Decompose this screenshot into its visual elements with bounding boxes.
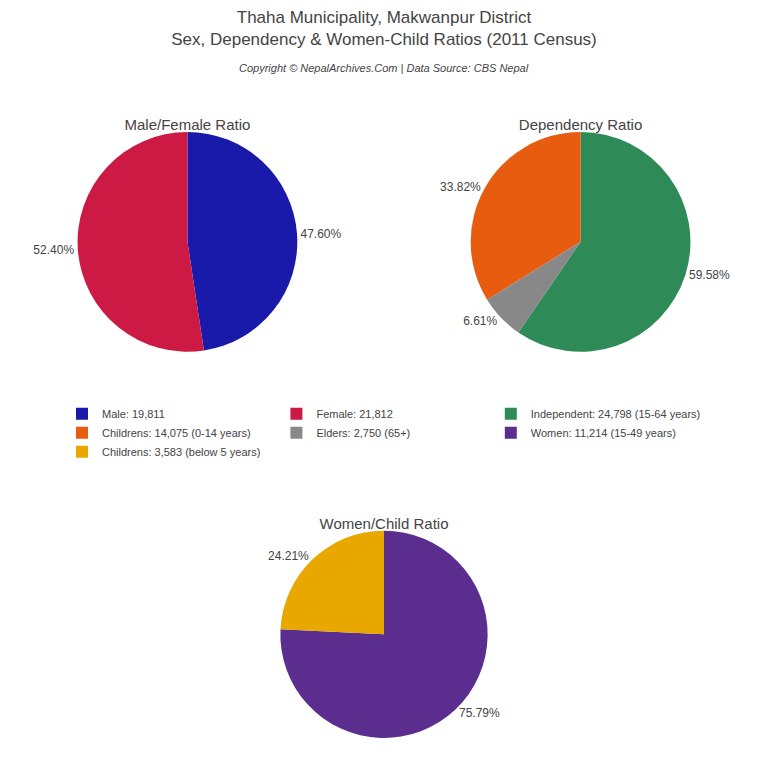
svg-text:Female: 21,812: Female: 21,812 (316, 408, 392, 420)
svg-text:Dependency Ratio: Dependency Ratio (519, 116, 642, 133)
svg-text:Women: 11,214 (15-49 years): Women: 11,214 (15-49 years) (531, 427, 676, 439)
svg-text:75.79%: 75.79% (459, 706, 500, 720)
svg-text:Thaha Municipality, Makwanpur: Thaha Municipality, Makwanpur DistrictSe… (171, 8, 597, 49)
svg-text:52.40%: 52.40% (33, 243, 74, 257)
svg-text:6.61%: 6.61% (463, 314, 497, 328)
svg-text:47.60%: 47.60% (300, 227, 341, 241)
svg-text:Copyright © NepalArchives.Com: Copyright © NepalArchives.Com | Data Sou… (239, 62, 529, 74)
svg-text:Elders: 2,750 (65+): Elders: 2,750 (65+) (316, 427, 410, 439)
svg-text:Male: 19,811: Male: 19,811 (102, 408, 165, 420)
svg-text:33.82%: 33.82% (440, 180, 481, 194)
svg-text:59.58%: 59.58% (689, 268, 730, 282)
svg-text:24.21%: 24.21% (268, 549, 309, 563)
svg-text:Women/Child Ratio: Women/Child Ratio (320, 515, 449, 532)
svg-text:Childrens: 14,075 (0-14 years): Childrens: 14,075 (0-14 years) (102, 427, 251, 439)
svg-text:Childrens: 3,583 (below 5 year: Childrens: 3,583 (below 5 years) (102, 446, 260, 458)
svg-text:Male/Female Ratio: Male/Female Ratio (124, 116, 250, 133)
svg-text:Independent: 24,798 (15-64 yea: Independent: 24,798 (15-64 years) (531, 408, 700, 420)
